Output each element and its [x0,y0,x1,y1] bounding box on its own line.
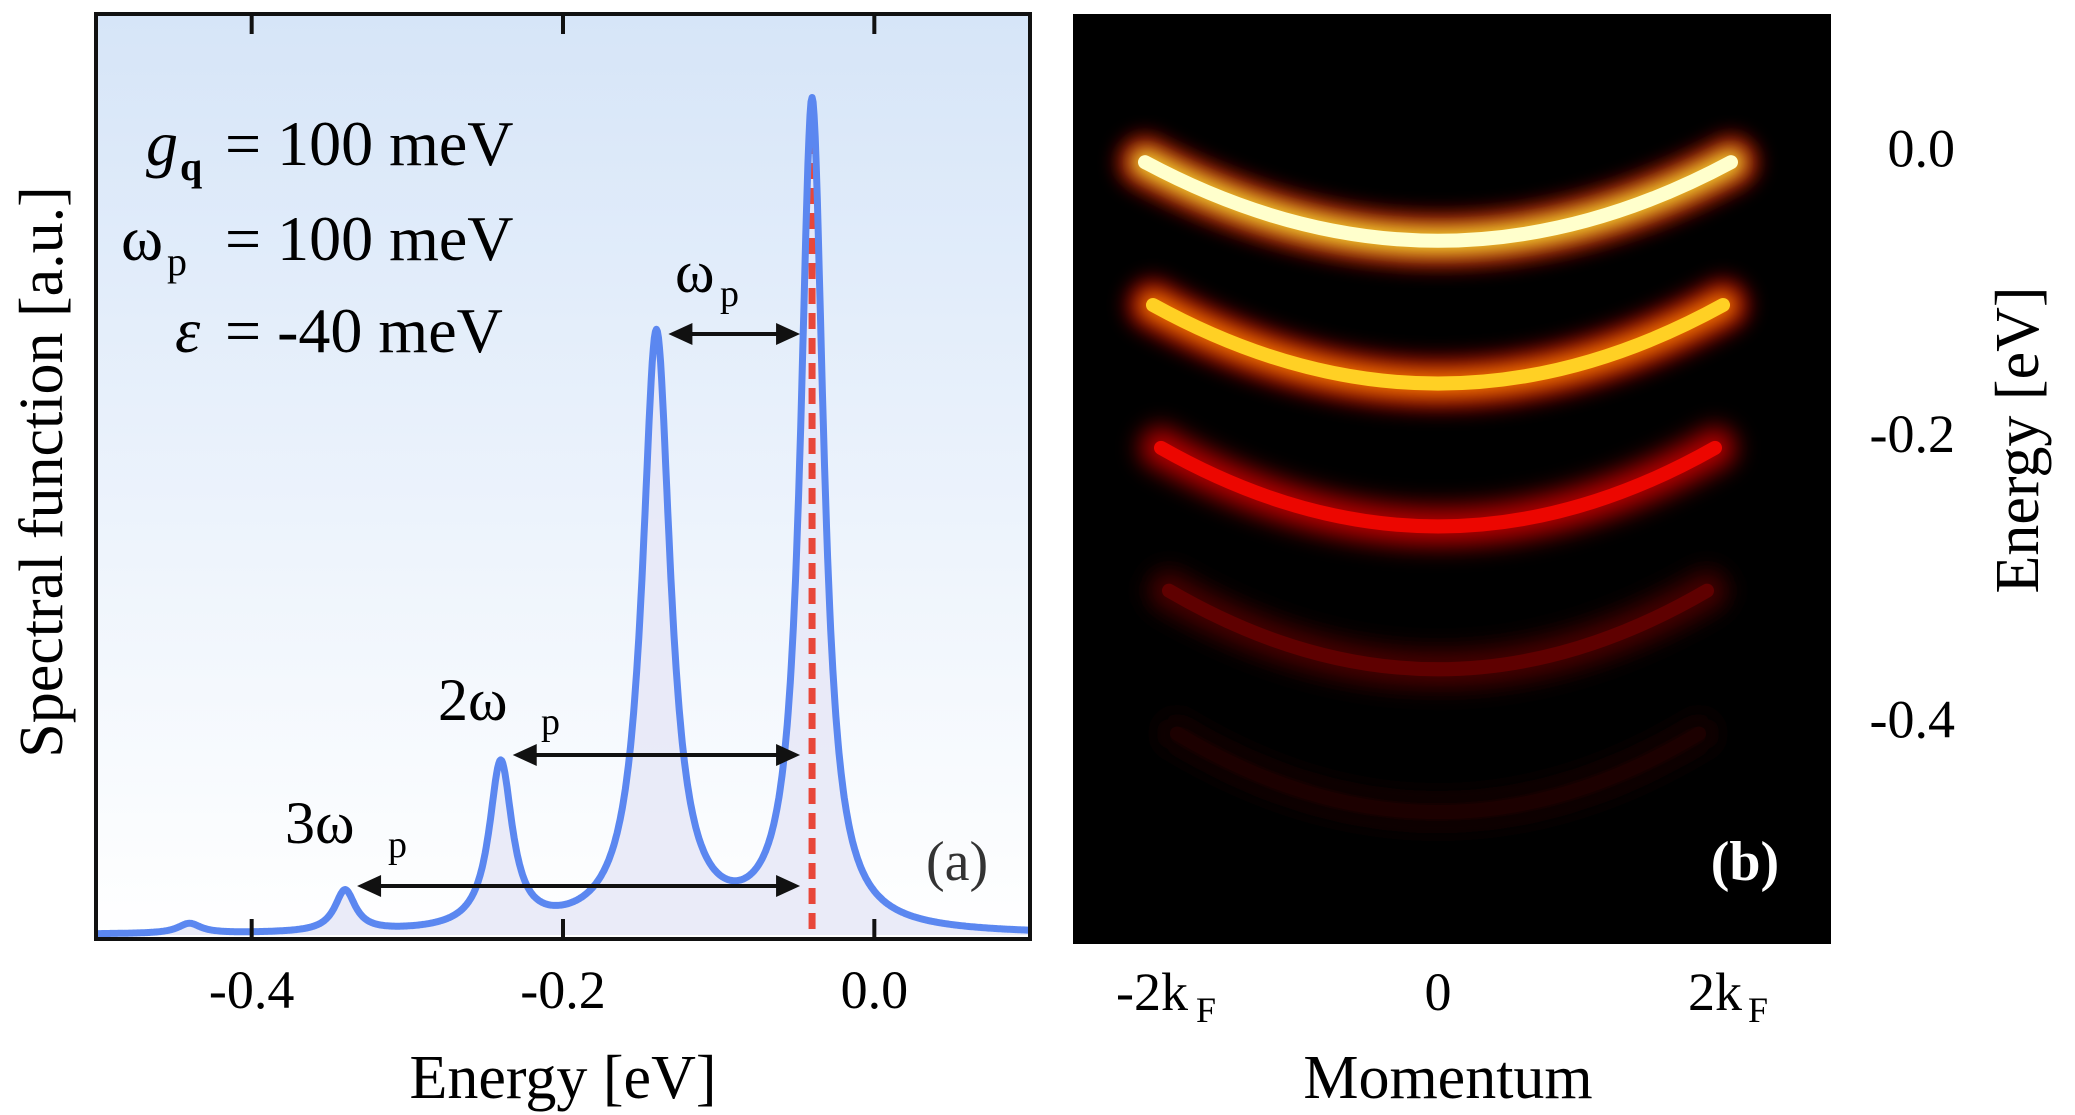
param-epsilon: ε = -40 meV [175,295,503,366]
x-tick-label: -0.4 [209,960,294,1020]
arrow-label-2omega: 2ω p [438,667,560,743]
energy-tick-label: -0.4 [1870,690,1955,750]
energy-axis-label: Energy [eV] [1984,286,2052,593]
momentum-tick-zero: 0 [1425,962,1452,1022]
x-tick-label: -0.2 [520,960,605,1020]
momentum-axis-label: Momentum [1303,1044,1592,1112]
arrow-label-3omega-sub: p [388,824,407,866]
arrow-label-2omega-sub: p [541,701,560,743]
arrow-label-2omega-text: 2ω [438,667,508,733]
panel-a-label: (a) [926,831,988,893]
g-symbol: g [146,108,178,179]
momentum-tick-pos-sub: F [1748,990,1768,1030]
band-2-layer-3 [1146,298,1730,391]
arrow-omega3-head-left [357,875,382,897]
arrow-label-omega: ω p [675,239,739,315]
x-axis-label: Energy [eV] [409,1044,716,1112]
momentum-tick-pos-text: 2k [1688,962,1742,1022]
energy-ticks: 0.0 -0.2 -0.4 [1870,118,1955,749]
epsilon-symbol: ε [175,295,201,366]
arrow-omega1-head-left [668,323,693,345]
heatmap-bands [1116,133,1760,841]
phonon-spacing-arrows [357,323,801,897]
momentum-tick-neg: -2k F [1116,962,1216,1030]
band-1-layer-3 [1138,155,1738,248]
epsilon-value: = -40 meV [225,295,503,366]
band-3-layer-3 [1154,440,1722,534]
panel-a-background [96,14,1030,939]
arrow-omega3-head-right [776,875,801,897]
omega-subscript: p [167,239,187,284]
panel-b: (b) -2k F 0 2k F 0.0 -0.2 -0.4 Momentum En… [1073,14,2052,1112]
g-subscript: q [180,144,202,189]
momentum-tick-neg-sub: F [1196,990,1216,1030]
band-5-layer-3 [1170,726,1706,819]
param-omega: ω p = 100 meV [121,203,514,284]
x-axis-ticks: -0.4 -0.2 0.0 [209,14,908,1020]
arrow-omega1-head-right [776,323,801,345]
param-g: g q = 100 meV [146,108,514,189]
y-axis-label: Spectral function [a.u.] [8,186,76,758]
arrow-label-3omega-text: 3ω [285,790,355,856]
energy-tick-label: 0.0 [1888,118,1956,178]
arrow-label-omega-sub: p [720,273,739,315]
g-value: = 100 meV [225,108,514,179]
momentum-tick-neg-text: -2k [1116,962,1188,1022]
omega-value: = 100 meV [225,203,514,274]
arrow-omega2-head-left [512,744,537,766]
x-tick-label: 0.0 [841,960,909,1020]
omega-symbol: ω [121,203,163,274]
panel-b-label: (b) [1711,831,1779,893]
panel-a: -0.4 -0.2 0.0 g q = 100 meV ω p = 100 meV … [8,12,1032,1112]
band-4-layer-3 [1162,583,1714,677]
arrow-label-3omega: 3ω p [285,790,407,866]
arrow-label-omega-text: ω [675,239,715,305]
momentum-tick-pos: 2k F [1688,962,1768,1030]
spectral-fill [96,97,1030,935]
energy-tick-label: -0.2 [1870,404,1955,464]
arrow-omega2-head-right [776,744,801,766]
